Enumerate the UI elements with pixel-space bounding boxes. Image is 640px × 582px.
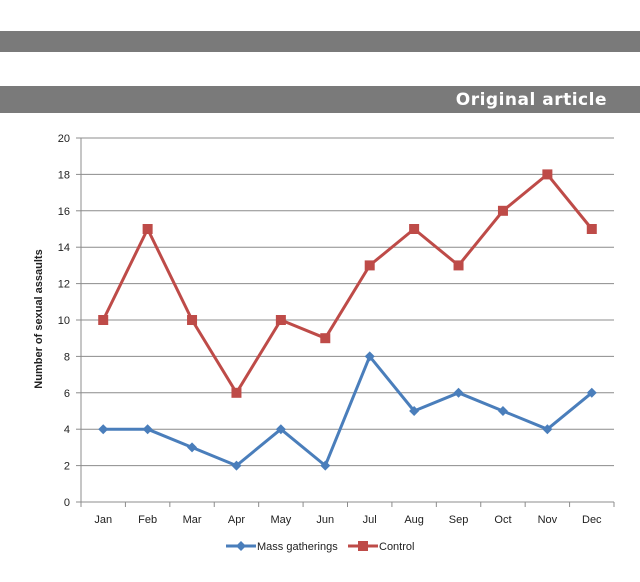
- top-gray-band: [0, 31, 640, 52]
- y-tick-label: 16: [58, 206, 70, 218]
- data-point: [364, 260, 375, 271]
- data-point: [187, 442, 198, 453]
- data-point: [364, 351, 375, 362]
- x-tick-label: Dec: [582, 514, 602, 526]
- x-tick-label: Jan: [94, 514, 112, 526]
- y-axis-label: Number of sexual assaults: [33, 249, 45, 388]
- data-point: [275, 315, 286, 325]
- x-tick-label: Sep: [449, 514, 469, 526]
- data-point: [142, 424, 153, 435]
- data-point: [586, 224, 597, 234]
- chart-grid: [81, 137, 614, 467]
- y-tick-label: 4: [64, 424, 70, 436]
- data-point: [231, 460, 242, 471]
- legend-marker: [236, 541, 246, 551]
- y-tick-label: 8: [64, 351, 70, 363]
- article-section-header: Original article: [0, 86, 640, 113]
- chart-axes: [76, 137, 615, 507]
- data-point: [497, 406, 508, 416]
- data-point: [542, 169, 553, 180]
- data-point: [187, 315, 198, 325]
- data-point: [231, 387, 242, 398]
- data-point: [275, 424, 286, 435]
- x-axis-ticks: Jan Feb Mar Apr May Jun Jul Aug Sep Oct Nov Dec: [94, 514, 602, 526]
- x-tick-label: May: [270, 514, 291, 526]
- x-tick-label: Mar: [183, 514, 202, 526]
- data-point: [453, 260, 464, 271]
- y-axis-ticks: 0 2 4 6 8 10 12 14 16 18 20: [58, 133, 70, 509]
- data-point: [320, 460, 331, 471]
- data-point: [542, 424, 553, 435]
- y-tick-label: 14: [58, 242, 70, 254]
- x-tick-label: Jun: [316, 514, 334, 526]
- y-tick-label: 0: [64, 497, 70, 509]
- x-tick-label: Aug: [404, 514, 424, 526]
- section-label: Original article: [455, 90, 607, 110]
- x-tick-label: Oct: [494, 514, 511, 526]
- data-point: [497, 205, 508, 216]
- chart-series: [98, 169, 597, 471]
- series-line-mass-gatherings: [103, 354, 593, 468]
- x-tick-label: Jul: [363, 514, 377, 526]
- y-tick-label: 12: [58, 279, 70, 291]
- data-point: [98, 424, 109, 435]
- y-tick-label: 6: [64, 388, 70, 400]
- y-tick-label: 20: [58, 133, 70, 145]
- legend-label: Control: [379, 541, 414, 553]
- data-point: [453, 387, 464, 398]
- data-point: [586, 387, 597, 398]
- data-point: [409, 406, 420, 416]
- y-tick-label: 2: [64, 461, 70, 473]
- legend-marker: [358, 541, 368, 551]
- legend-label: Mass gatherings: [257, 541, 338, 553]
- y-tick-label: 18: [58, 169, 70, 181]
- x-tick-label: Feb: [138, 514, 157, 526]
- y-tick-label: 10: [58, 315, 70, 327]
- data-point: [320, 333, 331, 344]
- data-point: [98, 315, 109, 325]
- chart-legend: Mass gatherings Control: [226, 541, 414, 553]
- series-line-control: [101, 172, 593, 395]
- x-tick-label: Nov: [538, 514, 558, 526]
- data-point: [409, 224, 420, 234]
- data-point: [142, 224, 153, 234]
- x-tick-label: Apr: [228, 514, 245, 526]
